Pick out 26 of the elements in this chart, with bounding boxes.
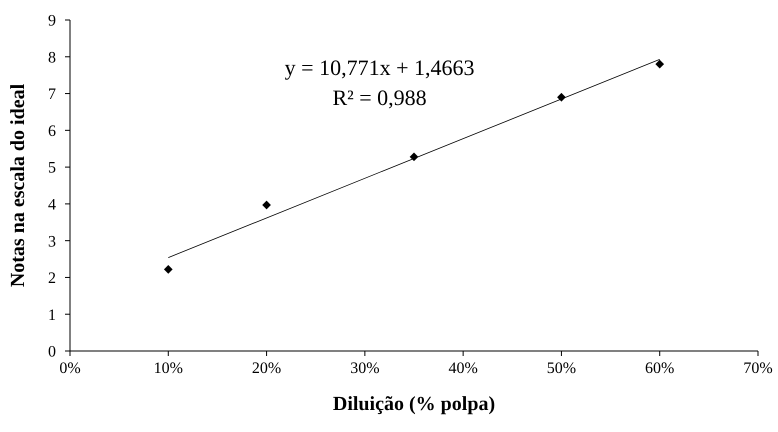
x-tick-label: 40% — [448, 360, 478, 377]
y-tick-label: 3 — [48, 233, 56, 250]
x-tick-label: 70% — [743, 360, 773, 377]
annotation: y = 10,771x + 1,4663 — [284, 55, 475, 80]
y-tick-label: 0 — [48, 344, 56, 361]
x-tick-label: 10% — [154, 360, 183, 377]
x-axis-title: Diluição (% polpa) — [332, 393, 496, 415]
y-tick-label: 2 — [48, 270, 56, 288]
x-tick-label: 0% — [59, 360, 81, 377]
y-tick-label: 1 — [48, 306, 56, 324]
annotation: R² = 0,988 — [332, 85, 427, 110]
point — [655, 60, 664, 68]
point — [164, 265, 173, 274]
y-tick-label: 9 — [48, 12, 56, 30]
y-tick-label: 5 — [48, 160, 56, 177]
y-tick-label: 8 — [48, 49, 56, 66]
x-tick-label: 20% — [252, 360, 282, 377]
x-tick-label: 50% — [546, 360, 576, 377]
y-tick-label: 4 — [48, 196, 56, 214]
point — [262, 200, 271, 210]
y-axis-title: Notas na escala do ideal — [7, 83, 29, 288]
y-tick-label: 7 — [48, 86, 56, 104]
x-tick-label: 30% — [350, 360, 380, 377]
point — [410, 152, 418, 162]
x-tick-label: 60% — [645, 360, 674, 377]
y-tick-label: 6 — [48, 122, 56, 140]
